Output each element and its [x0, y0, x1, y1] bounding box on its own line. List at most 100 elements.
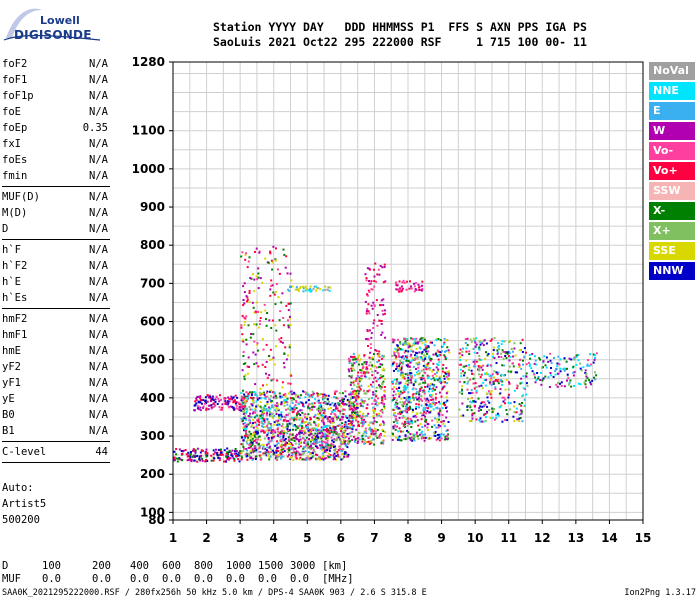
echo-point: [302, 390, 305, 393]
echo-point: [354, 439, 357, 442]
echo-point: [266, 443, 268, 446]
echo-point: [356, 442, 359, 444]
echo-point: [369, 343, 372, 346]
echo-point: [235, 455, 238, 457]
parameter-row: h`F2 N/A: [2, 258, 110, 274]
echo-point: [430, 378, 433, 381]
echo-point: [555, 383, 558, 386]
echo-point: [298, 397, 301, 400]
echo-point: [349, 408, 352, 411]
echo-point: [368, 377, 371, 380]
echo-point: [406, 408, 409, 411]
echo-point: [397, 430, 400, 433]
echo-point: [431, 370, 434, 373]
echo-point: [397, 436, 400, 439]
echo-point: [262, 348, 265, 351]
table-cell: 400: [130, 560, 149, 572]
echo-point: [489, 382, 491, 385]
echo-point: [206, 460, 209, 462]
echo-point: [397, 349, 399, 352]
echo-point: [279, 444, 282, 447]
echo-point: [242, 363, 245, 365]
echo-point: [259, 458, 262, 461]
y-tick-label: 200: [140, 467, 165, 481]
echo-point: [314, 398, 317, 401]
echo-point: [502, 350, 505, 353]
echo-point: [350, 367, 353, 370]
echo-point: [379, 434, 382, 437]
echo-point: [285, 255, 288, 258]
echo-point: [264, 309, 267, 312]
echo-point: [265, 343, 268, 346]
echo-point: [205, 458, 208, 461]
echo-point: [278, 338, 281, 341]
echo-point: [412, 393, 415, 396]
echo-point: [252, 351, 255, 354]
echo-point: [476, 352, 479, 354]
echo-point: [268, 413, 271, 416]
echo-point: [343, 398, 345, 401]
echo-point: [475, 391, 478, 394]
echo-point: [392, 434, 395, 437]
echo-point: [392, 414, 395, 416]
echo-point: [357, 397, 359, 400]
echo-point: [327, 428, 330, 431]
echo-point: [294, 436, 297, 439]
echo-point: [407, 391, 410, 394]
echo-point: [496, 349, 499, 352]
echo-point: [422, 359, 425, 362]
echo-point: [397, 288, 400, 291]
y-tick-label: 400: [140, 391, 165, 405]
echo-point: [415, 351, 417, 354]
echo-point: [321, 430, 324, 433]
echo-point: [240, 454, 243, 457]
echo-point: [281, 431, 284, 434]
echo-point: [394, 436, 397, 439]
echo-point: [261, 392, 264, 395]
echo-point: [506, 352, 509, 355]
echo-point: [431, 390, 434, 393]
echo-point: [358, 431, 361, 434]
echo-point: [357, 396, 360, 399]
echo-point: [417, 383, 420, 386]
echo-point: [187, 454, 190, 457]
echo-point: [245, 252, 248, 255]
echo-point: [572, 371, 575, 374]
echo-point: [321, 420, 324, 423]
echo-point: [481, 368, 484, 371]
echo-point: [244, 412, 247, 415]
echo-point: [429, 405, 432, 408]
echo-point: [316, 408, 319, 411]
echo-point: [254, 407, 257, 410]
echo-point: [410, 376, 413, 379]
echo-point: [197, 408, 200, 411]
echo-point: [262, 426, 265, 428]
echo-point: [382, 423, 385, 426]
echo-point: [298, 403, 301, 406]
echo-point: [290, 418, 293, 421]
echo-point: [355, 407, 357, 410]
echo-point: [534, 355, 536, 358]
echo-point: [489, 339, 492, 342]
echo-point: [250, 394, 253, 397]
echo-point: [392, 425, 395, 428]
echo-point: [211, 396, 214, 399]
echo-point: [415, 406, 418, 408]
echo-point: [263, 431, 266, 434]
echo-point: [316, 392, 319, 395]
echo-point: [242, 351, 245, 353]
echo-point: [196, 460, 199, 463]
echo-point: [374, 376, 377, 379]
echo-point: [378, 414, 381, 417]
echo-point: [253, 450, 256, 452]
echo-point: [421, 287, 424, 290]
echo-point: [333, 452, 336, 455]
echo-point: [243, 397, 246, 400]
echo-point: [459, 368, 462, 371]
echo-point: [333, 427, 336, 430]
echo-point: [417, 341, 420, 344]
echo-point: [289, 302, 292, 305]
echo-point: [362, 405, 365, 408]
echo-point: [334, 402, 337, 405]
echo-point: [319, 435, 322, 438]
